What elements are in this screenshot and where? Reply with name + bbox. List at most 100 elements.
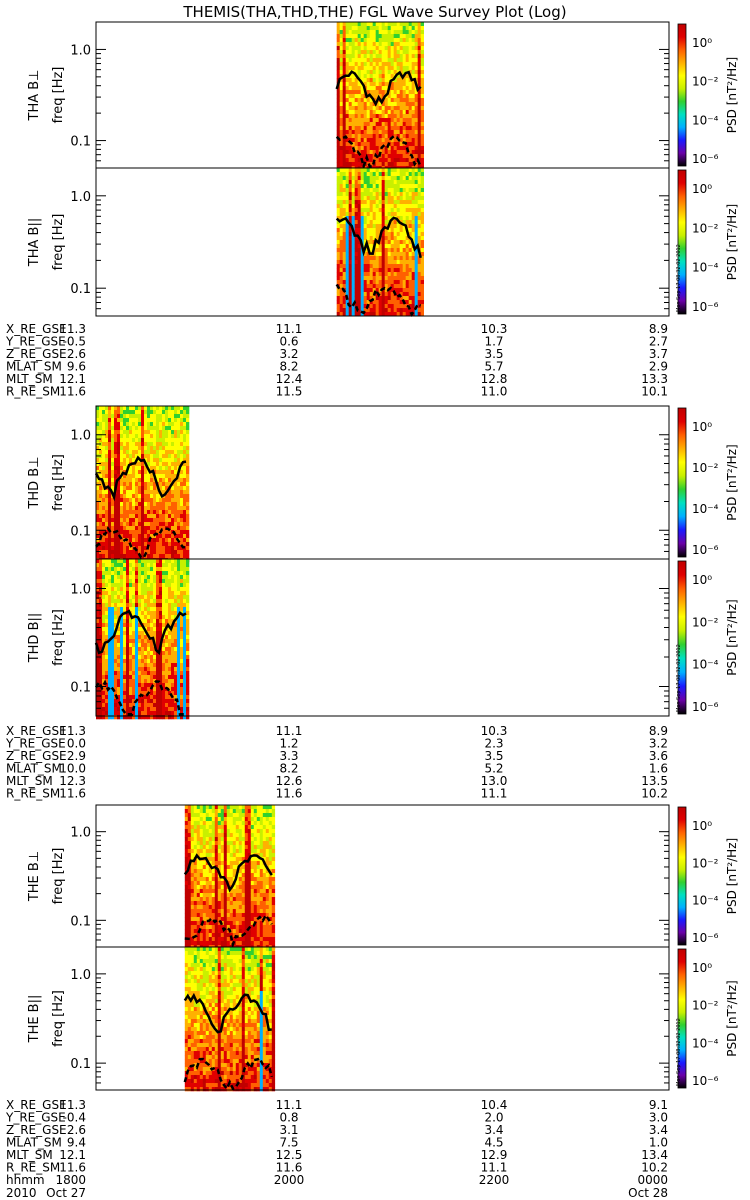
spectrogram-cell xyxy=(141,655,145,660)
spectrogram-cell xyxy=(184,861,189,866)
spectrogram-cell xyxy=(348,22,352,27)
spectrogram-cell xyxy=(342,38,346,43)
spectrogram-cell xyxy=(144,522,148,527)
spectrogram-cell xyxy=(102,530,106,535)
spectrogram-cell xyxy=(396,62,400,67)
spectrogram-cell xyxy=(184,941,189,946)
spectrogram-cell xyxy=(171,579,175,584)
spectrogram-cell xyxy=(387,146,391,151)
spectrogram-cell xyxy=(357,224,361,229)
spectrogram-cell xyxy=(357,208,361,213)
spectrogram-cell xyxy=(411,184,415,189)
spectrogram-cell xyxy=(396,268,400,273)
ephemeris-value: 10.3 xyxy=(481,724,508,738)
spectrogram-cell xyxy=(177,518,181,523)
spectrogram-cell xyxy=(117,651,121,656)
spectrogram-cell xyxy=(99,486,103,491)
spectrogram-cell xyxy=(393,280,397,285)
spectrogram-cell xyxy=(135,506,139,511)
spectrogram-cell xyxy=(360,22,364,27)
spectrogram-cell xyxy=(396,228,400,233)
spectrogram-cell xyxy=(96,615,100,620)
spectrogram-cell xyxy=(357,308,361,313)
spectrogram-cell xyxy=(165,430,169,435)
spectrogram-cell xyxy=(351,300,355,305)
spectrogram-cell xyxy=(117,482,121,487)
spectrogram-cell xyxy=(360,34,364,39)
spectrogram-cell xyxy=(366,34,370,39)
spectrogram-cell xyxy=(360,208,364,213)
spectrogram-cell xyxy=(144,691,148,696)
spectrogram-cell xyxy=(405,168,409,173)
spectrogram-cell xyxy=(132,575,136,580)
spectrogram-cell xyxy=(357,106,361,111)
spectrogram-cell xyxy=(123,663,127,668)
spectrogram-cell xyxy=(168,647,172,652)
spectrogram-cell xyxy=(96,530,100,535)
spectrogram-cell xyxy=(387,122,391,127)
spectrogram-cell xyxy=(147,414,151,419)
spectrogram-cell xyxy=(135,579,139,584)
spectrogram-cell xyxy=(396,208,400,213)
spectrogram-cell xyxy=(375,146,379,151)
spectrogram-cell xyxy=(120,406,124,411)
spectrogram-cell xyxy=(108,635,112,640)
spectrogram-cell xyxy=(105,563,109,568)
spectrogram-cell xyxy=(123,639,127,644)
spectrogram-cell xyxy=(360,304,364,309)
spectrogram-cell xyxy=(132,667,136,672)
spectrogram-cell xyxy=(381,252,385,257)
spectrogram-cell xyxy=(159,635,163,640)
spectrogram-cell xyxy=(402,102,406,107)
spectrogram-cell xyxy=(366,192,370,197)
half-frequency-curve xyxy=(94,679,186,716)
spectrogram-cell xyxy=(381,74,385,79)
spectrogram-cell xyxy=(156,667,160,672)
spectrogram-cell xyxy=(180,627,184,632)
spectrogram-cell xyxy=(147,446,151,451)
spectrogram-cell xyxy=(405,86,409,91)
spectrogram-cell xyxy=(402,126,406,131)
spectrogram-cell xyxy=(381,216,385,221)
spectrogram-cell xyxy=(363,192,367,197)
spectrogram-cell xyxy=(111,703,115,708)
y-tick-label: 0.1 xyxy=(70,282,91,297)
spectrogram-cell xyxy=(162,583,166,588)
spectrogram-cell xyxy=(108,538,112,543)
spectrogram-cell xyxy=(411,162,415,167)
spectrogram-cell xyxy=(186,627,190,632)
spectrogram-cell xyxy=(126,410,130,415)
spectrogram-cell xyxy=(129,603,133,608)
spectrogram-cell xyxy=(414,70,418,75)
spectrogram-cell xyxy=(171,699,175,704)
spectrogram-cell xyxy=(193,825,198,830)
spectrogram-cell xyxy=(190,821,195,826)
spectrogram-cell xyxy=(393,196,397,201)
spectrogram-cell xyxy=(408,130,412,135)
spectrogram-cell xyxy=(162,458,166,463)
spectrogram-cell xyxy=(102,611,106,616)
spectrogram-cell xyxy=(354,62,358,67)
spectrogram-cell xyxy=(114,675,118,680)
spectrogram-cell xyxy=(132,659,136,664)
spectrogram-cell xyxy=(120,490,124,495)
spectrogram-cell xyxy=(105,611,109,616)
spectrogram-cell xyxy=(162,530,166,535)
spectrogram-cell xyxy=(357,196,361,201)
spectrogram-cell xyxy=(129,506,133,511)
spectrogram-cell xyxy=(138,434,142,439)
spectrogram-cell xyxy=(123,534,127,539)
spectrogram-cell xyxy=(99,526,103,531)
spectrogram-cell xyxy=(402,118,406,123)
spectrogram-cell xyxy=(193,813,198,818)
spectrogram-cell xyxy=(111,414,115,419)
spectrogram-cell xyxy=(129,514,133,519)
spectrogram-cell xyxy=(183,691,187,696)
spectrogram-cell xyxy=(168,522,172,527)
spectrogram-cell xyxy=(132,663,136,668)
spectrogram-cell xyxy=(117,458,121,463)
spectrogram-cell xyxy=(126,639,130,644)
spectrogram-cell xyxy=(177,542,181,547)
spectrogram-cell xyxy=(405,126,409,131)
spectrogram-cell xyxy=(138,607,142,612)
